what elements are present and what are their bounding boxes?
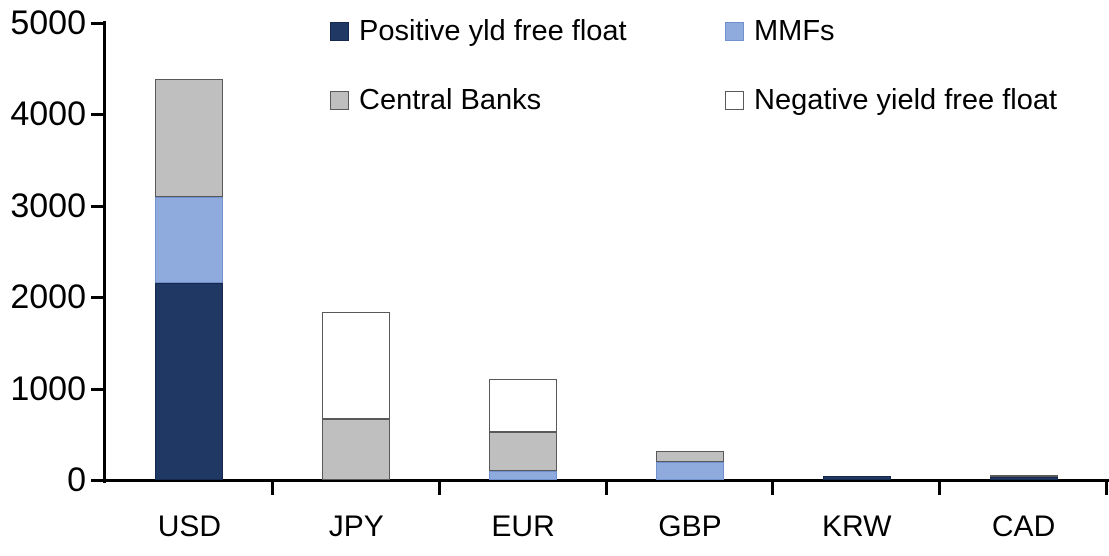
bar-segment-usd-2: [155, 78, 224, 197]
bar-segment-eur-1: [489, 470, 558, 480]
x-axis-tick: [771, 482, 775, 495]
legend-swatch-icon: [725, 21, 744, 41]
legend-label: Central Banks: [359, 83, 542, 116]
y-axis-tick: [91, 113, 106, 117]
x-axis-category-label: KRW: [822, 510, 892, 543]
x-axis-category-label: GBP: [658, 510, 722, 543]
x-axis-tick: [270, 482, 274, 495]
x-axis-category-label: CAD: [991, 510, 1056, 543]
bar-segment-gbp-2: [655, 450, 724, 462]
bar-segment-eur-3: [489, 379, 558, 433]
legend-swatch-icon: [725, 90, 744, 110]
bar-segment-krw-0: [822, 476, 891, 480]
bar-segment-cad-0: [989, 477, 1058, 480]
y-axis-tick-label: 2000: [10, 278, 86, 317]
bar-segment-jpy-2: [322, 418, 391, 480]
legend-label: Positive yld free float: [359, 14, 627, 47]
x-axis-category-label: USD: [157, 510, 222, 543]
y-axis-tick: [91, 479, 106, 482]
y-axis-tick: [91, 22, 106, 25]
y-axis-tick-label: 4000: [10, 95, 86, 134]
x-axis-tick: [938, 482, 942, 495]
y-axis-line: [103, 21, 106, 483]
y-axis-tick-label: 5000: [10, 4, 86, 42]
y-axis-tick-label: 0: [67, 461, 86, 499]
x-axis-line: [91, 479, 1109, 482]
x-axis-category-label: JPY: [328, 510, 384, 543]
legend-label: Negative yield free float: [754, 83, 1058, 116]
bar-segment-usd-1: [155, 196, 224, 284]
y-axis-tick: [91, 204, 106, 208]
legend-label: MMFs: [754, 14, 835, 47]
legend-item-0: Positive yld free float: [330, 14, 627, 48]
y-axis-tick: [91, 296, 106, 300]
bar-segment-gbp-1: [655, 461, 724, 480]
legend-swatch-icon: [330, 21, 349, 41]
x-axis-tick: [1105, 482, 1108, 495]
x-axis-category-label: EUR: [491, 510, 555, 543]
legend-swatch-icon: [330, 90, 349, 110]
legend-item-1: MMFs: [725, 14, 835, 48]
bar-segment-jpy-3: [322, 311, 391, 419]
y-axis-tick-label: 1000: [10, 369, 86, 408]
y-axis-tick: [91, 387, 106, 391]
x-axis-tick: [604, 482, 608, 495]
y-axis-tick-label: 3000: [10, 186, 86, 225]
legend-item-3: Negative yield free float: [725, 83, 1057, 117]
bar-segment-usd-0: [155, 283, 224, 480]
legend-item-2: Central Banks: [330, 83, 541, 117]
bar-segment-cad-2: [989, 474, 1058, 478]
x-axis-tick: [437, 482, 441, 495]
bar-segment-eur-2: [489, 432, 558, 471]
